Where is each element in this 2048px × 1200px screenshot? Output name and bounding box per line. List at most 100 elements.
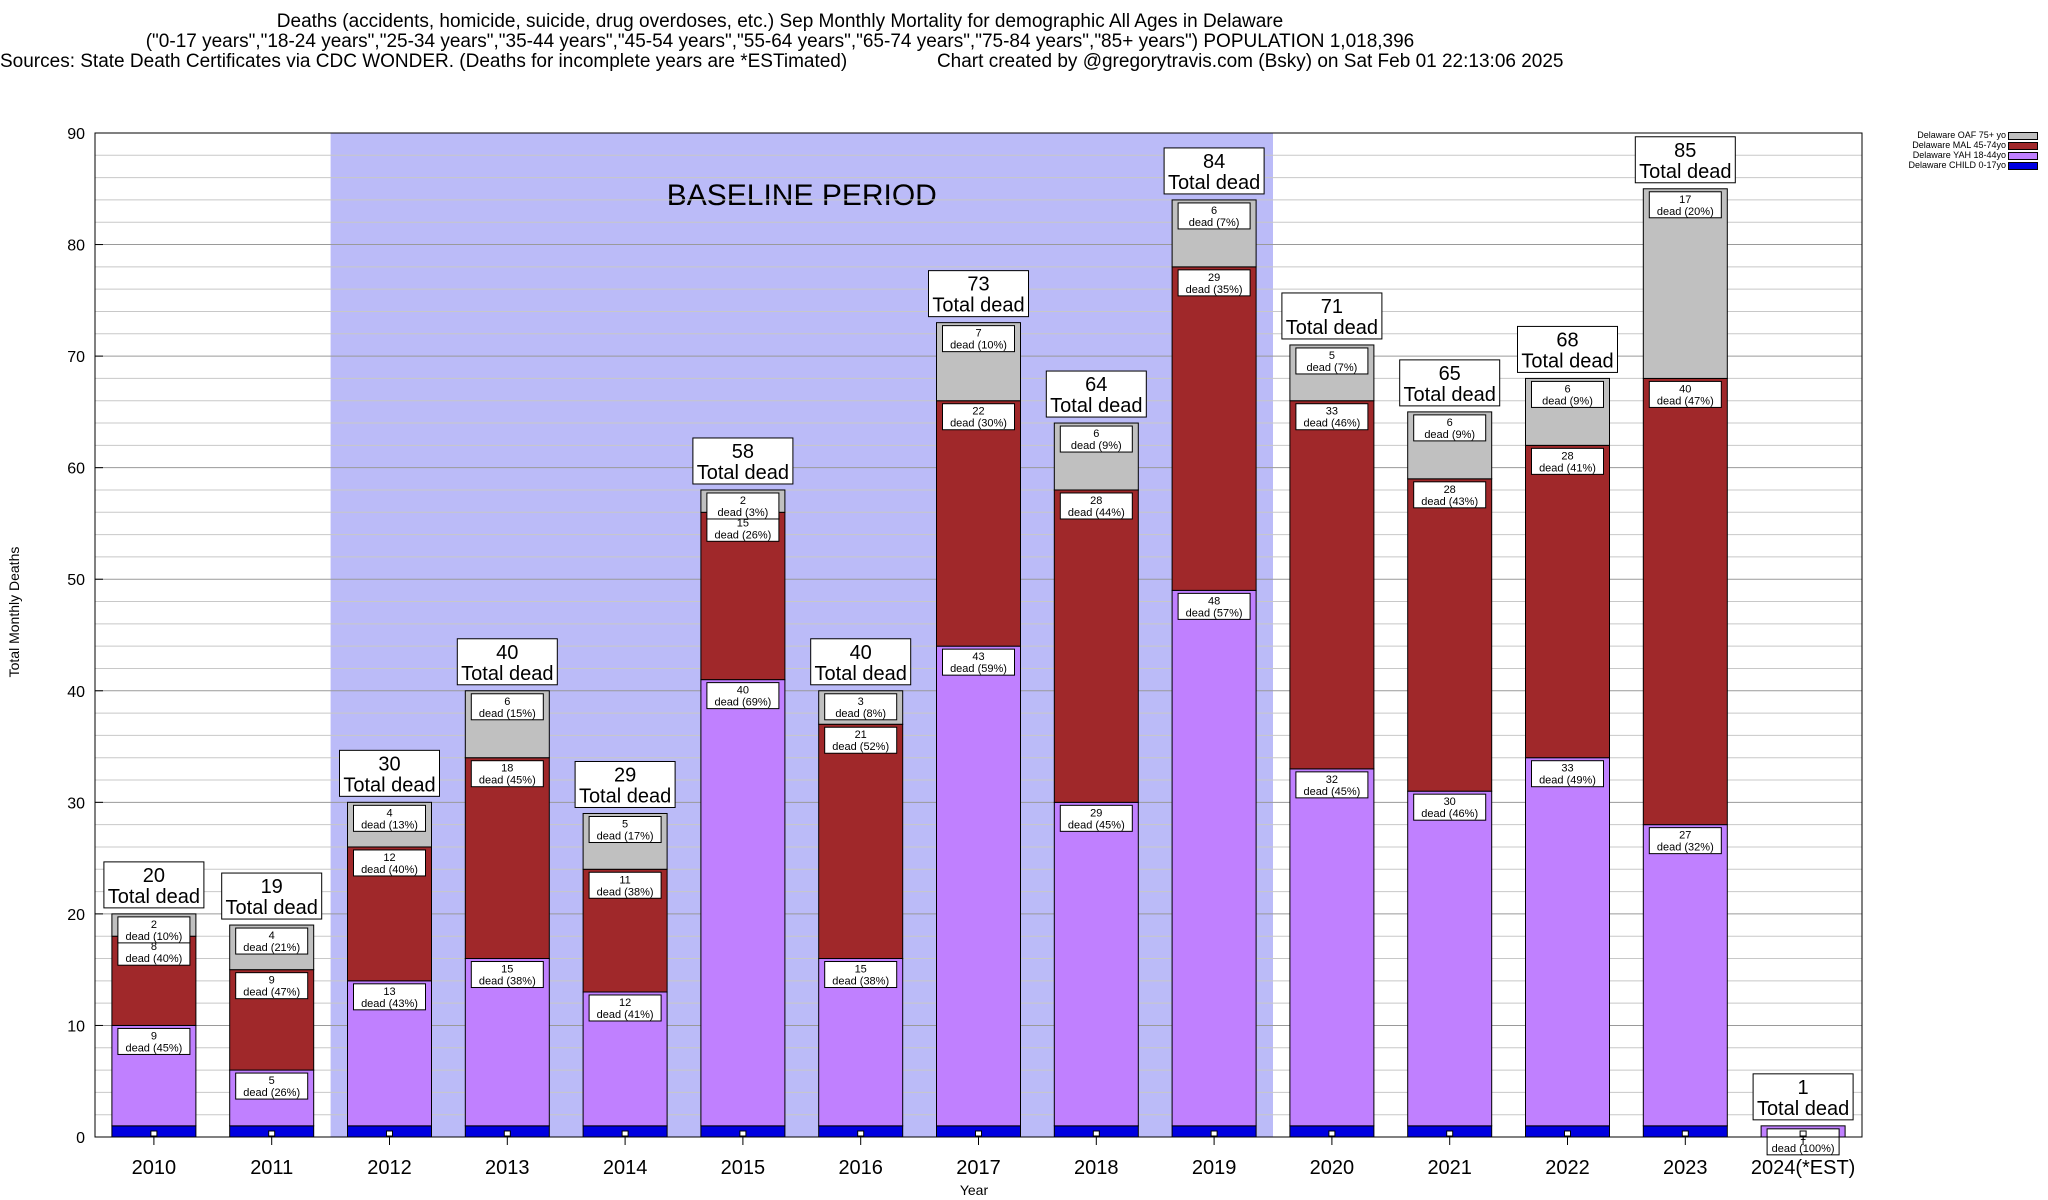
segment-value-label: 40 xyxy=(1679,383,1691,395)
segment-percent-label: dead (8%) xyxy=(835,708,886,720)
segment-value-label: 33 xyxy=(1561,763,1573,775)
bar-segment xyxy=(1407,478,1493,792)
chart-source-line: Sources: State Death Certificates via CD… xyxy=(0,52,1564,72)
x-tick-label: 2013 xyxy=(485,1157,530,1179)
segment-value-label: 5 xyxy=(269,1075,275,1087)
segment-percent-label: dead (10%) xyxy=(950,340,1007,352)
segment-label-box xyxy=(1531,380,1604,408)
x-axis-label: Year xyxy=(959,1182,989,1198)
bar-segment xyxy=(1053,801,1139,1127)
segment-label-box xyxy=(824,693,898,721)
legend-swatch-yah xyxy=(2008,152,2038,160)
total-text-label: Total dead xyxy=(343,774,435,796)
chart-legend: Delaware OAF 75+ yo Delaware MAL 45-74yo… xyxy=(1840,130,2040,170)
bar-segment xyxy=(936,400,1021,647)
y-tick-label: 60 xyxy=(67,461,85,478)
total-text-label: Total dead xyxy=(1639,161,1731,183)
bar-base-marker xyxy=(150,1130,158,1137)
bar-base-marker xyxy=(1564,1130,1571,1137)
segment-percent-label: dead (57%) xyxy=(1186,607,1243,619)
total-label-box xyxy=(1163,147,1265,195)
bar-segment xyxy=(818,723,904,960)
segment-percent-label: dead (45%) xyxy=(125,1042,182,1054)
segment-percent-label: dead (32%) xyxy=(1657,842,1714,854)
total-value-label: 40 xyxy=(496,642,518,664)
bar-base-marker xyxy=(621,1130,629,1137)
segment-value-label: 18 xyxy=(501,763,513,775)
total-value-label: 84 xyxy=(1203,151,1225,173)
segment-percent-label: dead (69%) xyxy=(714,697,771,709)
segment-label-box xyxy=(1177,269,1251,297)
x-tick-label: 2016 xyxy=(838,1157,883,1179)
segment-label-box xyxy=(1413,481,1487,509)
total-label-box xyxy=(456,638,558,686)
total-text-label: Total dead xyxy=(815,663,907,685)
segment-value-label: 11 xyxy=(619,874,630,886)
total-value-label: 19 xyxy=(261,876,283,898)
segment-value-label: 4 xyxy=(269,930,275,942)
segment-value-label: 15 xyxy=(501,964,513,976)
total-label-box xyxy=(221,872,323,920)
segment-percent-label: dead (52%) xyxy=(832,741,889,753)
segment-label-box xyxy=(1059,425,1133,453)
segment-label-box xyxy=(1648,380,1722,408)
total-label-box xyxy=(574,760,676,808)
segment-label-box xyxy=(1531,447,1604,475)
segment-value-label: 40 xyxy=(737,685,749,697)
y-tick-label: 40 xyxy=(67,684,85,701)
total-label-box xyxy=(339,749,440,797)
segment-value-label: 6 xyxy=(1211,205,1217,217)
total-text-label: Total dead xyxy=(108,886,200,908)
segment-value-label: 15 xyxy=(737,517,749,529)
segment-value-label: 5 xyxy=(622,818,628,830)
segment-percent-label: dead (9%) xyxy=(1542,395,1593,407)
bar-base-marker xyxy=(503,1130,511,1137)
legend-label-yah: Delaware YAH 18-44yo xyxy=(1912,150,2006,160)
bar-segment xyxy=(1525,757,1610,1127)
segment-percent-label: dead (45%) xyxy=(1303,786,1360,798)
segment-percent-label: dead (38%) xyxy=(479,976,536,988)
segment-percent-label: dead (21%) xyxy=(243,942,300,954)
x-tick-label: 2023 xyxy=(1663,1157,1708,1179)
total-text-label: Total dead xyxy=(1286,317,1378,339)
segment-value-label: 15 xyxy=(855,964,867,976)
total-text-label: Total dead xyxy=(1404,384,1496,406)
segment-value-label: 6 xyxy=(1447,417,1453,429)
bar-segment xyxy=(700,679,786,1127)
total-label-box xyxy=(810,638,912,686)
segment-value-label: 12 xyxy=(619,997,631,1009)
segment-percent-label: dead (40%) xyxy=(125,953,182,965)
x-tick-label: 2011 xyxy=(250,1157,293,1179)
segment-value-label: 2 xyxy=(740,495,746,507)
segment-percent-label: dead (17%) xyxy=(597,830,654,842)
y-tick-label: 70 xyxy=(67,349,85,366)
y-tick-label: 0 xyxy=(76,1130,85,1147)
bar-base-marker xyxy=(1328,1130,1336,1137)
segment-value-label: 6 xyxy=(504,696,510,708)
chart-subtitle: ("0-17 years","18-24 years","25-34 years… xyxy=(145,31,1415,52)
total-text-label: Total dead xyxy=(1757,1098,1849,1120)
segment-label-box xyxy=(1177,202,1251,230)
x-tick-label: 2022 xyxy=(1545,1157,1590,1179)
total-value-label: 73 xyxy=(967,274,989,296)
bar-base-marker xyxy=(739,1130,747,1137)
segment-value-label: 12 xyxy=(383,852,395,864)
x-tick-label: 2021 xyxy=(1427,1157,1472,1179)
x-tick-label: 2019 xyxy=(1192,1157,1237,1179)
segment-label-box xyxy=(824,961,898,989)
y-tick-label: 80 xyxy=(67,238,85,255)
bar-base-marker xyxy=(975,1130,982,1137)
total-label-box xyxy=(1045,370,1147,418)
segment-value-label: 7 xyxy=(975,328,981,340)
total-text-label: Total dead xyxy=(697,462,789,484)
baseline-label: BASELINE PERIOD xyxy=(667,179,937,212)
segment-percent-label: dead (49%) xyxy=(1539,775,1596,787)
segment-label-box xyxy=(353,849,426,877)
segment-value-label: 2 xyxy=(151,919,157,931)
segment-value-label: 43 xyxy=(972,651,984,663)
segment-value-label: 21 xyxy=(855,729,867,741)
bar-base-marker xyxy=(268,1130,276,1137)
segment-percent-label: dead (40%) xyxy=(361,864,418,876)
total-text-label: Total dead xyxy=(461,663,553,685)
